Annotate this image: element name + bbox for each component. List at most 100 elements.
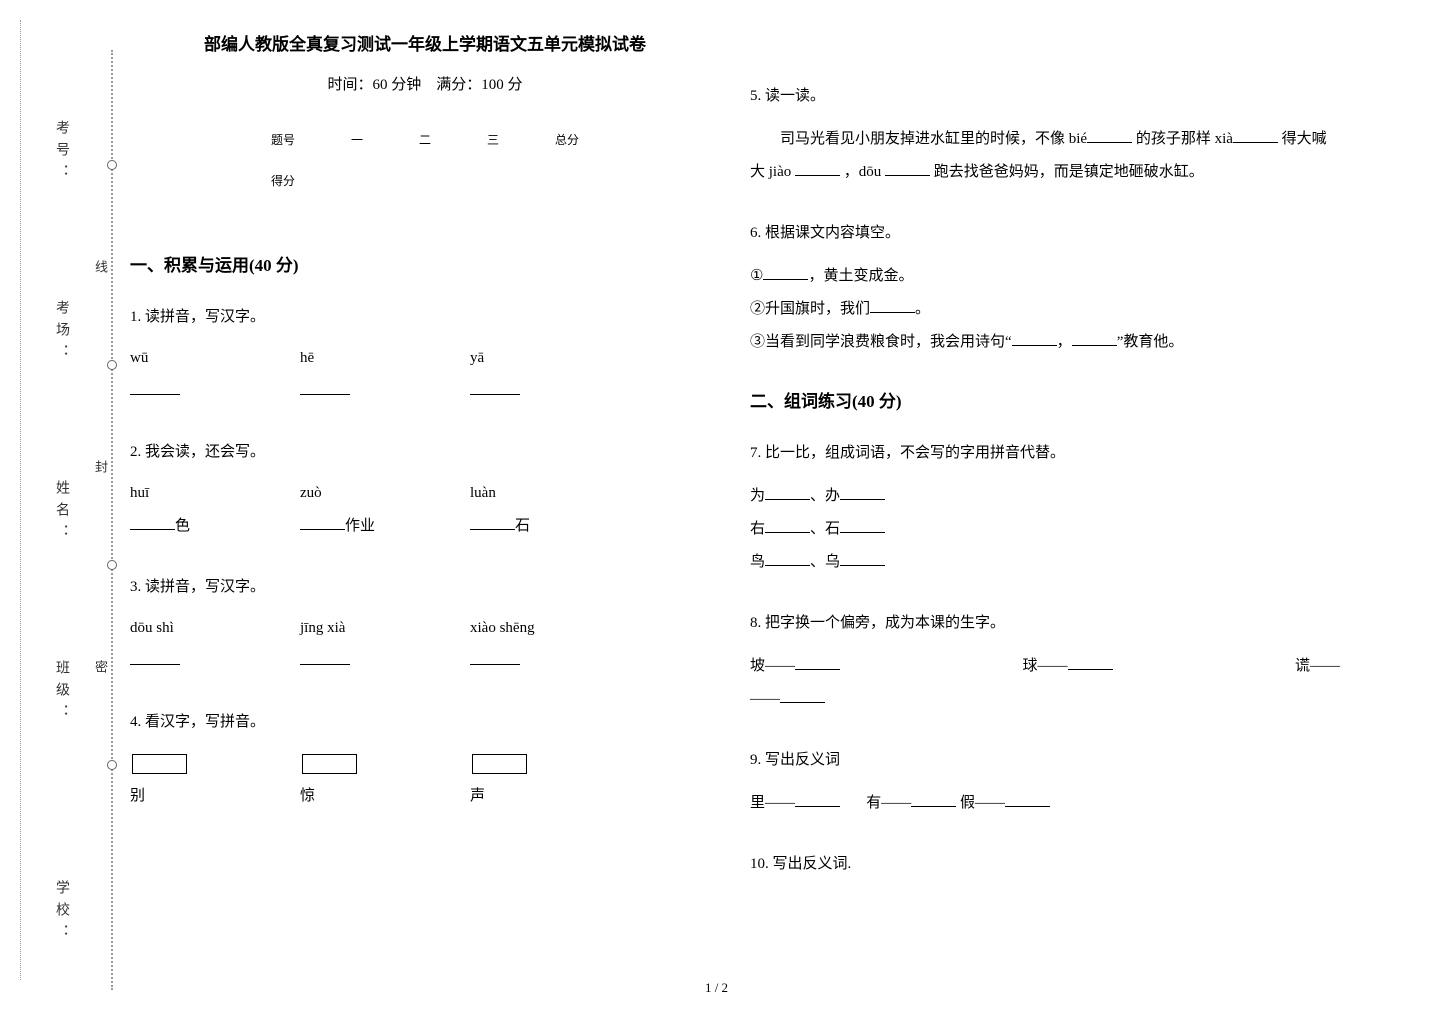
table-row: 题号 一 二 三 总分 [243, 119, 607, 160]
th-total: 总分 [527, 119, 607, 160]
binding-sidebar: 考号： 考场： 姓名： 班级： 学校： 线 封 密 [20, 20, 120, 980]
q7-char: 鸟 [750, 554, 765, 570]
answer-blank[interactable] [765, 517, 810, 533]
answer-blank[interactable] [1068, 654, 1113, 670]
q10-label: 10. 写出反义词. [750, 848, 1340, 881]
answer-blank[interactable] [870, 297, 915, 313]
pinyin-box[interactable] [132, 754, 187, 774]
pinyin-text: jīng xià [300, 620, 345, 636]
answer-blank[interactable] [840, 484, 885, 500]
q7-body: 为、办 右、石 鸟、乌 [750, 480, 1340, 579]
answer-blank[interactable] [780, 687, 825, 703]
answer-blank[interactable] [300, 379, 350, 395]
question-10: 10. 写出反义词. [750, 848, 1340, 881]
q8-text: 坡—— [750, 658, 795, 674]
left-column: 部编人教版全真复习测试一年级上学期语文五单元模拟试卷 时间：60 分钟 满分：1… [130, 30, 750, 909]
q6-label: 6. 根据课文内容填空。 [750, 217, 1340, 250]
q8-text: 谎—— [1295, 658, 1340, 674]
pinyin-text: zuò [300, 485, 322, 501]
answer-blank[interactable] [1005, 791, 1050, 807]
q6-line3-suf: ”教育他。 [1117, 334, 1184, 350]
q6-line1-suf: ，黄土变成金。 [808, 268, 913, 284]
question-8: 8. 把字换一个偏旁，成为本课的生字。 坡—— 球—— 谎—— —— [750, 607, 1340, 716]
q5-text-part: 跑去找爸爸妈妈，而是镇定地砸破水缸。 [934, 164, 1204, 180]
answer-blank[interactable] [300, 649, 350, 665]
q3-item: xiào shēng [470, 612, 570, 678]
exam-title: 部编人教版全真复习测试一年级上学期语文五单元模拟试卷 [130, 30, 720, 55]
sidebar-label-examid: 考号： [51, 120, 71, 186]
q7-char: 乌 [825, 554, 840, 570]
pinyin-text: huī [130, 485, 149, 501]
pinyin-text: wū [130, 350, 148, 366]
q3-item: jīng xià [300, 612, 400, 678]
q7-label: 7. 比一比，组成词语，不会写的字用拼音代替。 [750, 437, 1340, 470]
answer-blank[interactable] [470, 649, 520, 665]
answer-blank[interactable] [765, 484, 810, 500]
right-column: 5. 读一读。 司马光看见小朋友掉进水缸里的时候，不像 bié 的孩子那样 xi… [750, 30, 1370, 909]
answer-blank[interactable] [1087, 127, 1132, 143]
hanzi-text: 惊 [300, 788, 315, 804]
q1-label: 1. 读拼音，写汉字。 [130, 301, 720, 334]
answer-blank[interactable] [911, 791, 956, 807]
fold-marker-mi: 密 [91, 660, 110, 679]
q9-row: 里—— 有—— 假—— [750, 787, 1340, 820]
pinyin-box[interactable] [472, 754, 527, 774]
fold-marker-feng: 封 [91, 460, 110, 479]
answer-blank[interactable] [795, 160, 840, 176]
main-content: 部编人教版全真复习测试一年级上学期语文五单元模拟试卷 时间：60 分钟 满分：1… [130, 30, 1410, 909]
answer-blank[interactable] [470, 379, 520, 395]
th-col: 一 [323, 119, 391, 160]
pinyin-text: hē [300, 350, 314, 366]
answer-blank[interactable] [765, 550, 810, 566]
q6-line3-mid: ， [1057, 334, 1072, 350]
question-6: 6. 根据课文内容填空。 ①，黄土变成金。 ②升国旗时，我们。 ③当看到同学浪费… [750, 217, 1340, 359]
q7-char: 右 [750, 521, 765, 537]
answer-blank[interactable] [763, 264, 808, 280]
answer-blank[interactable] [885, 160, 930, 176]
pinyin-box[interactable] [302, 754, 357, 774]
pinyin-text: xiào shēng [470, 620, 535, 636]
q2-row: huī 色 zuò 作业 luàn 石 [130, 477, 720, 543]
answer-blank[interactable] [795, 654, 840, 670]
q3-row: dōu shì jīng xià xiào shēng [130, 612, 720, 678]
section1-header: 一、积累与运用(40 分) [130, 251, 720, 276]
answer-blank[interactable] [795, 791, 840, 807]
answer-blank[interactable] [130, 514, 175, 530]
pinyin-text: dōu shì [130, 620, 174, 636]
q9-text: 有—— [866, 795, 911, 811]
question-2: 2. 我会读，还会写。 huī 色 zuò 作业 luàn 石 [130, 436, 720, 543]
answer-blank[interactable] [1072, 330, 1117, 346]
fold-marker-xian: 线 [91, 260, 110, 279]
sidebar-label-name: 姓名： [51, 480, 71, 546]
q9-item: 假—— [960, 795, 1050, 811]
q8-item: 坡—— [750, 650, 840, 683]
q5-text-part: 的孩子那样 xià [1136, 131, 1233, 147]
td-label: 得分 [243, 160, 323, 201]
q4-label: 4. 看汉字，写拼音。 [130, 706, 720, 739]
q3-label: 3. 读拼音，写汉字。 [130, 571, 720, 604]
suffix-text: 色 [175, 518, 190, 534]
answer-blank[interactable] [840, 517, 885, 533]
sidebar-label-class: 班级： [51, 660, 71, 726]
answer-blank[interactable] [300, 514, 345, 530]
q1-item: wū [130, 342, 230, 408]
answer-blank[interactable] [130, 379, 180, 395]
answer-blank[interactable] [1012, 330, 1057, 346]
q6-line2-pre: ②升国旗时，我们 [750, 301, 870, 317]
q6-line3-pre: ③当看到同学浪费粮食时，我会用诗句“ [750, 334, 1012, 350]
q5-text-part: ，dōu [844, 164, 885, 180]
answer-blank[interactable] [840, 550, 885, 566]
td-cell [527, 160, 607, 201]
q8-row2: —— [750, 683, 1340, 716]
circle-marker [107, 360, 117, 370]
answer-blank[interactable] [1233, 127, 1278, 143]
sidebar-label-school: 学校： [51, 880, 71, 946]
answer-blank[interactable] [130, 649, 180, 665]
q8-row: 坡—— 球—— 谎—— [750, 650, 1340, 683]
q4-item: 别 [130, 747, 230, 813]
question-7: 7. 比一比，组成词语，不会写的字用拼音代替。 为、办 右、石 鸟、乌 [750, 437, 1340, 579]
pinyin-text: luàn [470, 485, 496, 501]
answer-blank[interactable] [470, 514, 515, 530]
q6-line1-pre: ① [750, 268, 763, 284]
question-1: 1. 读拼音，写汉字。 wū hē yā [130, 301, 720, 408]
